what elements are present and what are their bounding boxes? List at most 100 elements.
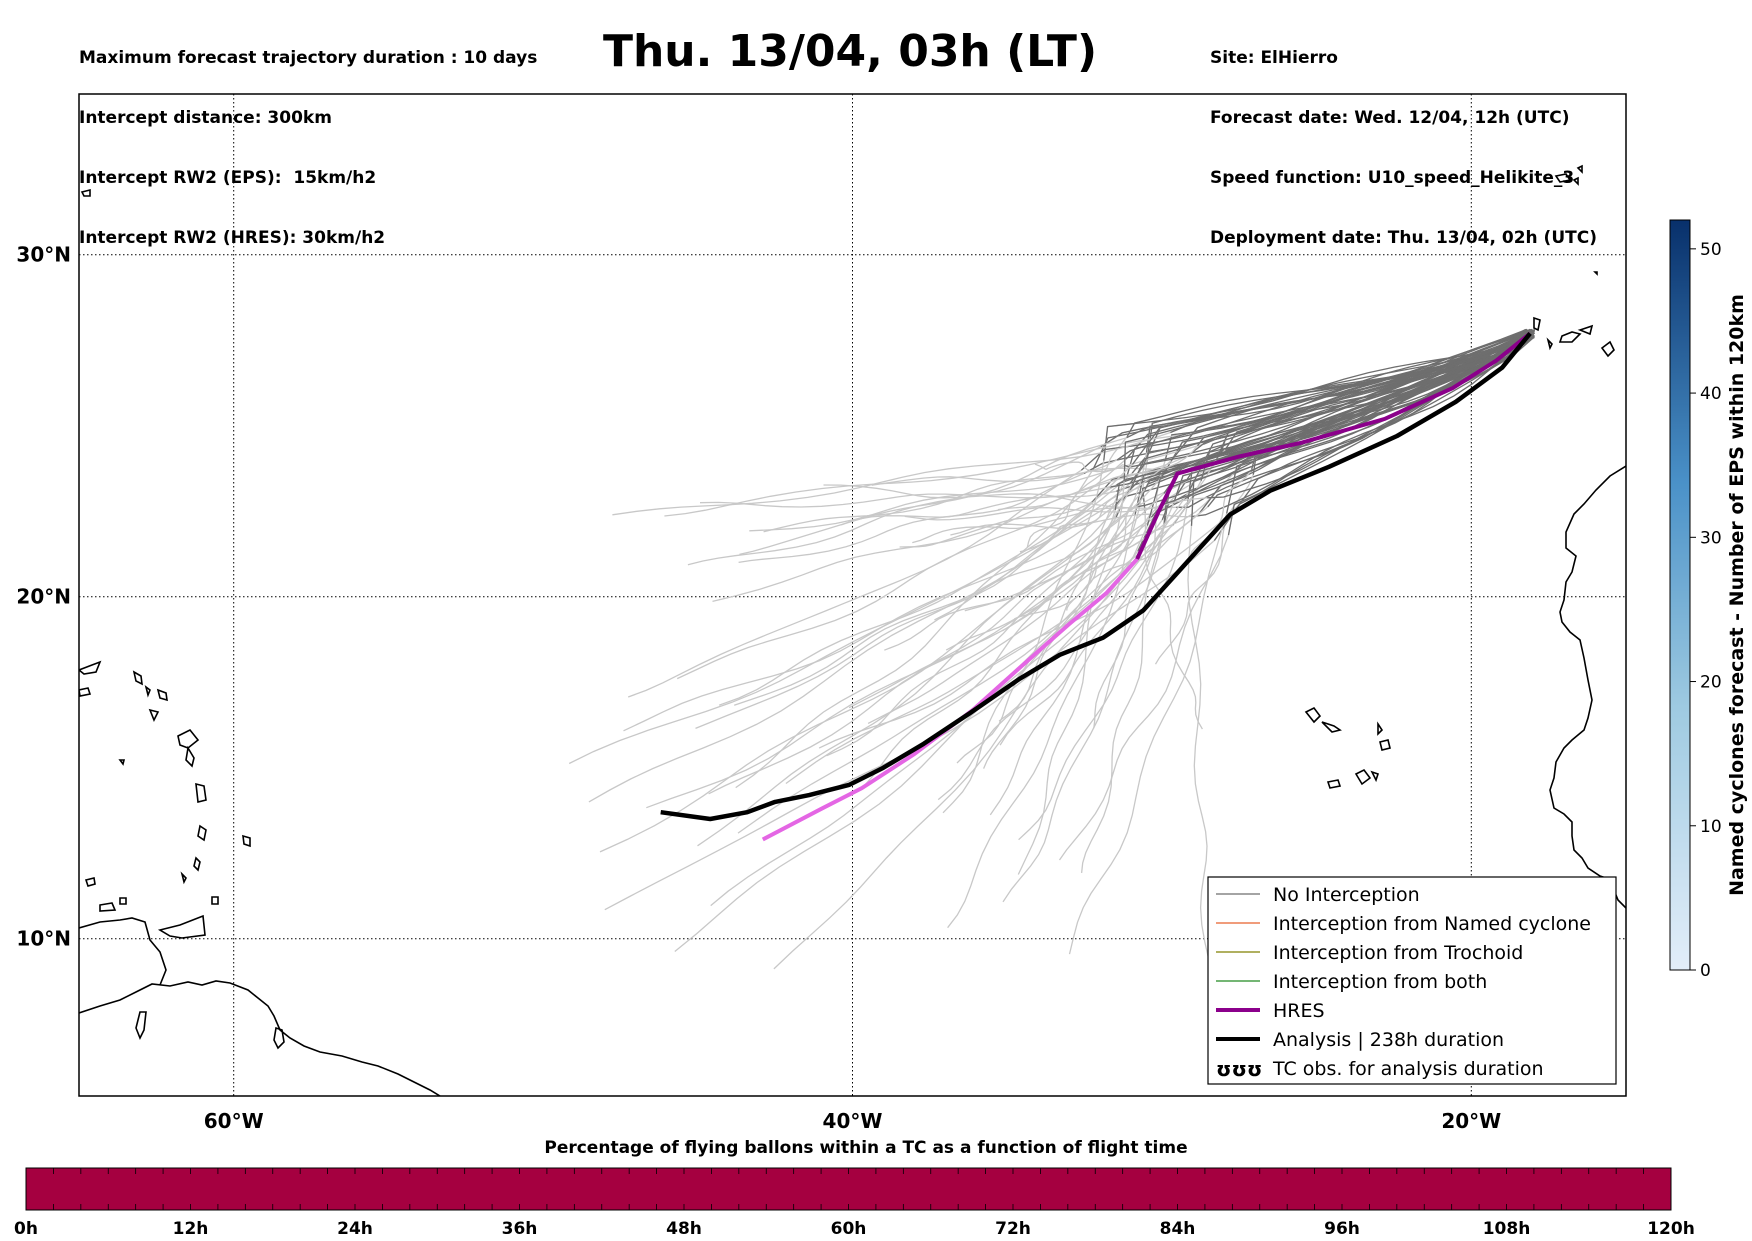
- coast-canaries-4: [1600, 340, 1615, 358]
- ensemble-trajectory-far: [904, 489, 1246, 521]
- analysis-track: [660, 331, 1532, 822]
- ensemble-trajectory-far: [1187, 472, 1217, 960]
- coast-canaries-1: [1533, 316, 1541, 332]
- ensemble-trajectory-far: [749, 432, 1238, 532]
- coast-cape-verde-6: [1370, 770, 1380, 783]
- ensemble-trajectory-near: [1131, 330, 1527, 465]
- ensemble-trajectory-far: [699, 474, 1156, 508]
- coast-antilles-10: [193, 856, 201, 872]
- ensemble-trajectory-far: [763, 442, 1156, 533]
- ensemble-trajectory-far: [785, 477, 1242, 785]
- ensemble-trajectory-near: [1163, 335, 1531, 494]
- ensemble-trajectory-far: [1142, 478, 1203, 730]
- ensemble-trajectory-far: [710, 502, 1178, 907]
- ensemble-trajectory-far: [612, 415, 1221, 516]
- coast-trinidad: [157, 914, 206, 939]
- coast-antilles-5: [156, 688, 168, 702]
- coast-west-africa: [1549, 465, 1626, 909]
- ensemble-trajectory-far: [862, 450, 1172, 788]
- ensemble-trajectory-far: [674, 435, 1236, 953]
- ensemble-trajectory-near: [1123, 332, 1535, 482]
- ensemble-trajectory-far: [697, 420, 1184, 847]
- coast-antilles-7: [185, 745, 195, 768]
- coast-antilles-2: [79, 687, 92, 697]
- param-intercept-distance: Intercept distance: 300km: [79, 108, 332, 128]
- bottom-bar-title: Percentage of flying ballons within a TC…: [544, 1138, 1188, 1158]
- ensemble-trajectory-near: [1172, 335, 1530, 505]
- coast-madeira-3: [1576, 164, 1583, 174]
- lat-label: 20°N: [16, 585, 71, 609]
- lat-label: 10°N: [16, 927, 71, 951]
- coast-madeira-4: [1593, 271, 1598, 276]
- ensemble-trajectory-far: [1034, 461, 1157, 473]
- coast-antilles-11: [180, 871, 187, 885]
- ensemble-trajectory-far: [945, 493, 1189, 651]
- ensemble-trajectory-far: [997, 431, 1223, 511]
- ensemble-trajectory-far: [588, 421, 1186, 803]
- coast-cape-verde-2: [1321, 721, 1342, 733]
- ensemble-trajectory-far: [818, 470, 1275, 749]
- ensemble-trajectory-far: [599, 437, 1203, 853]
- ensemble-trajectory-far: [1058, 497, 1251, 861]
- ensemble-trajectory-far: [738, 456, 1132, 564]
- lon-label: 20°W: [1441, 1109, 1501, 1133]
- coast-antilles-4: [144, 685, 151, 698]
- run-metadata: Site: ElHierro Forecast date: Wed. 12/04…: [1210, 8, 1597, 268]
- coast-cape-verde-3: [1377, 721, 1384, 736]
- meta-speed-function: Speed function: U10_speed_Helikite_3: [1210, 168, 1575, 188]
- graticule: 30°N 20°N 10°N 60°W 40°W 20°W: [16, 94, 1626, 1133]
- lat-label: 30°N: [16, 243, 71, 267]
- ensemble-trajectory-near: [1124, 336, 1529, 468]
- ensemble-trajectory-far: [712, 436, 1224, 603]
- lon-label: 40°W: [823, 1109, 883, 1133]
- coast-island-1: [135, 1011, 147, 1040]
- ensemble-trajectory-far: [687, 426, 1151, 566]
- ensemble-trajectory-far: [664, 424, 1232, 517]
- coast-antilles-15: [119, 897, 127, 905]
- ensemble-trajectory-far: [1080, 480, 1192, 873]
- ensemble-trajectory-far: [1018, 464, 1213, 841]
- run-parameters: Maximum forecast trajectory duration : 1…: [79, 8, 537, 268]
- param-intercept-eps: Intercept RW2 (EPS): 15km/h2: [79, 168, 377, 188]
- ensemble-trajectory-near: [1126, 336, 1529, 439]
- ensemble-trajectory-far: [568, 420, 1218, 765]
- coast-canaries-2: [1558, 331, 1582, 343]
- meta-site: Site: ElHierro: [1210, 48, 1338, 68]
- map-frame: [78, 93, 1627, 1097]
- coast-antilles-17: [118, 759, 126, 766]
- param-intercept-hres: Intercept RW2 (HRES): 30km/h2: [79, 228, 386, 248]
- ensemble-trajectory-far: [826, 489, 1149, 757]
- coast-cape-verde-7: [1326, 779, 1342, 789]
- coast-antilles-6: [177, 728, 200, 749]
- ensemble-trajectory-far: [718, 446, 1176, 706]
- ensemble-trajectory-near: [1126, 328, 1528, 438]
- ensemble-trajectory-near: [1196, 331, 1533, 447]
- ensemble-trajectory-far: [708, 457, 1207, 795]
- coast-antilles-3: [132, 670, 143, 686]
- coast-antilles-18: [80, 188, 91, 197]
- deterministic-tracks: [660, 331, 1532, 842]
- coast-antilles-13: [211, 896, 219, 905]
- meta-deployment-date: Deployment date: Thu. 13/04, 02h (UTC): [1210, 228, 1597, 248]
- ensemble-trajectory-far: [998, 422, 1173, 722]
- lon-label: 60°W: [204, 1109, 264, 1133]
- ensemble-trajectory-far: [1017, 435, 1149, 875]
- coast-antilles-12: [242, 834, 251, 848]
- coast-madeira-1: [1554, 173, 1572, 183]
- param-duration: Maximum forecast trajectory duration : 1…: [79, 48, 538, 68]
- ensemble-trajectory-near: [1187, 329, 1527, 493]
- coast-canaries-3: [1577, 324, 1594, 336]
- ensemble-trajectory-far: [627, 445, 1135, 698]
- ensemble-trajectory-near: [1192, 331, 1526, 518]
- ensemble-trajectory-far: [841, 475, 1159, 526]
- coast-cape-verde-4: [1379, 739, 1391, 751]
- ensemble-trajectory-near: [1190, 330, 1528, 526]
- coast-canaries-5: [1546, 337, 1553, 351]
- ensemble-trajectory-far: [733, 458, 1167, 706]
- ensemble-trajectory-near: [1226, 329, 1527, 514]
- coast-antilles-16: [148, 708, 160, 722]
- ensemble-trajectory-near: [1129, 330, 1527, 491]
- trajectory-ensemble: [568, 328, 1536, 970]
- coast-island-2: [273, 1026, 285, 1050]
